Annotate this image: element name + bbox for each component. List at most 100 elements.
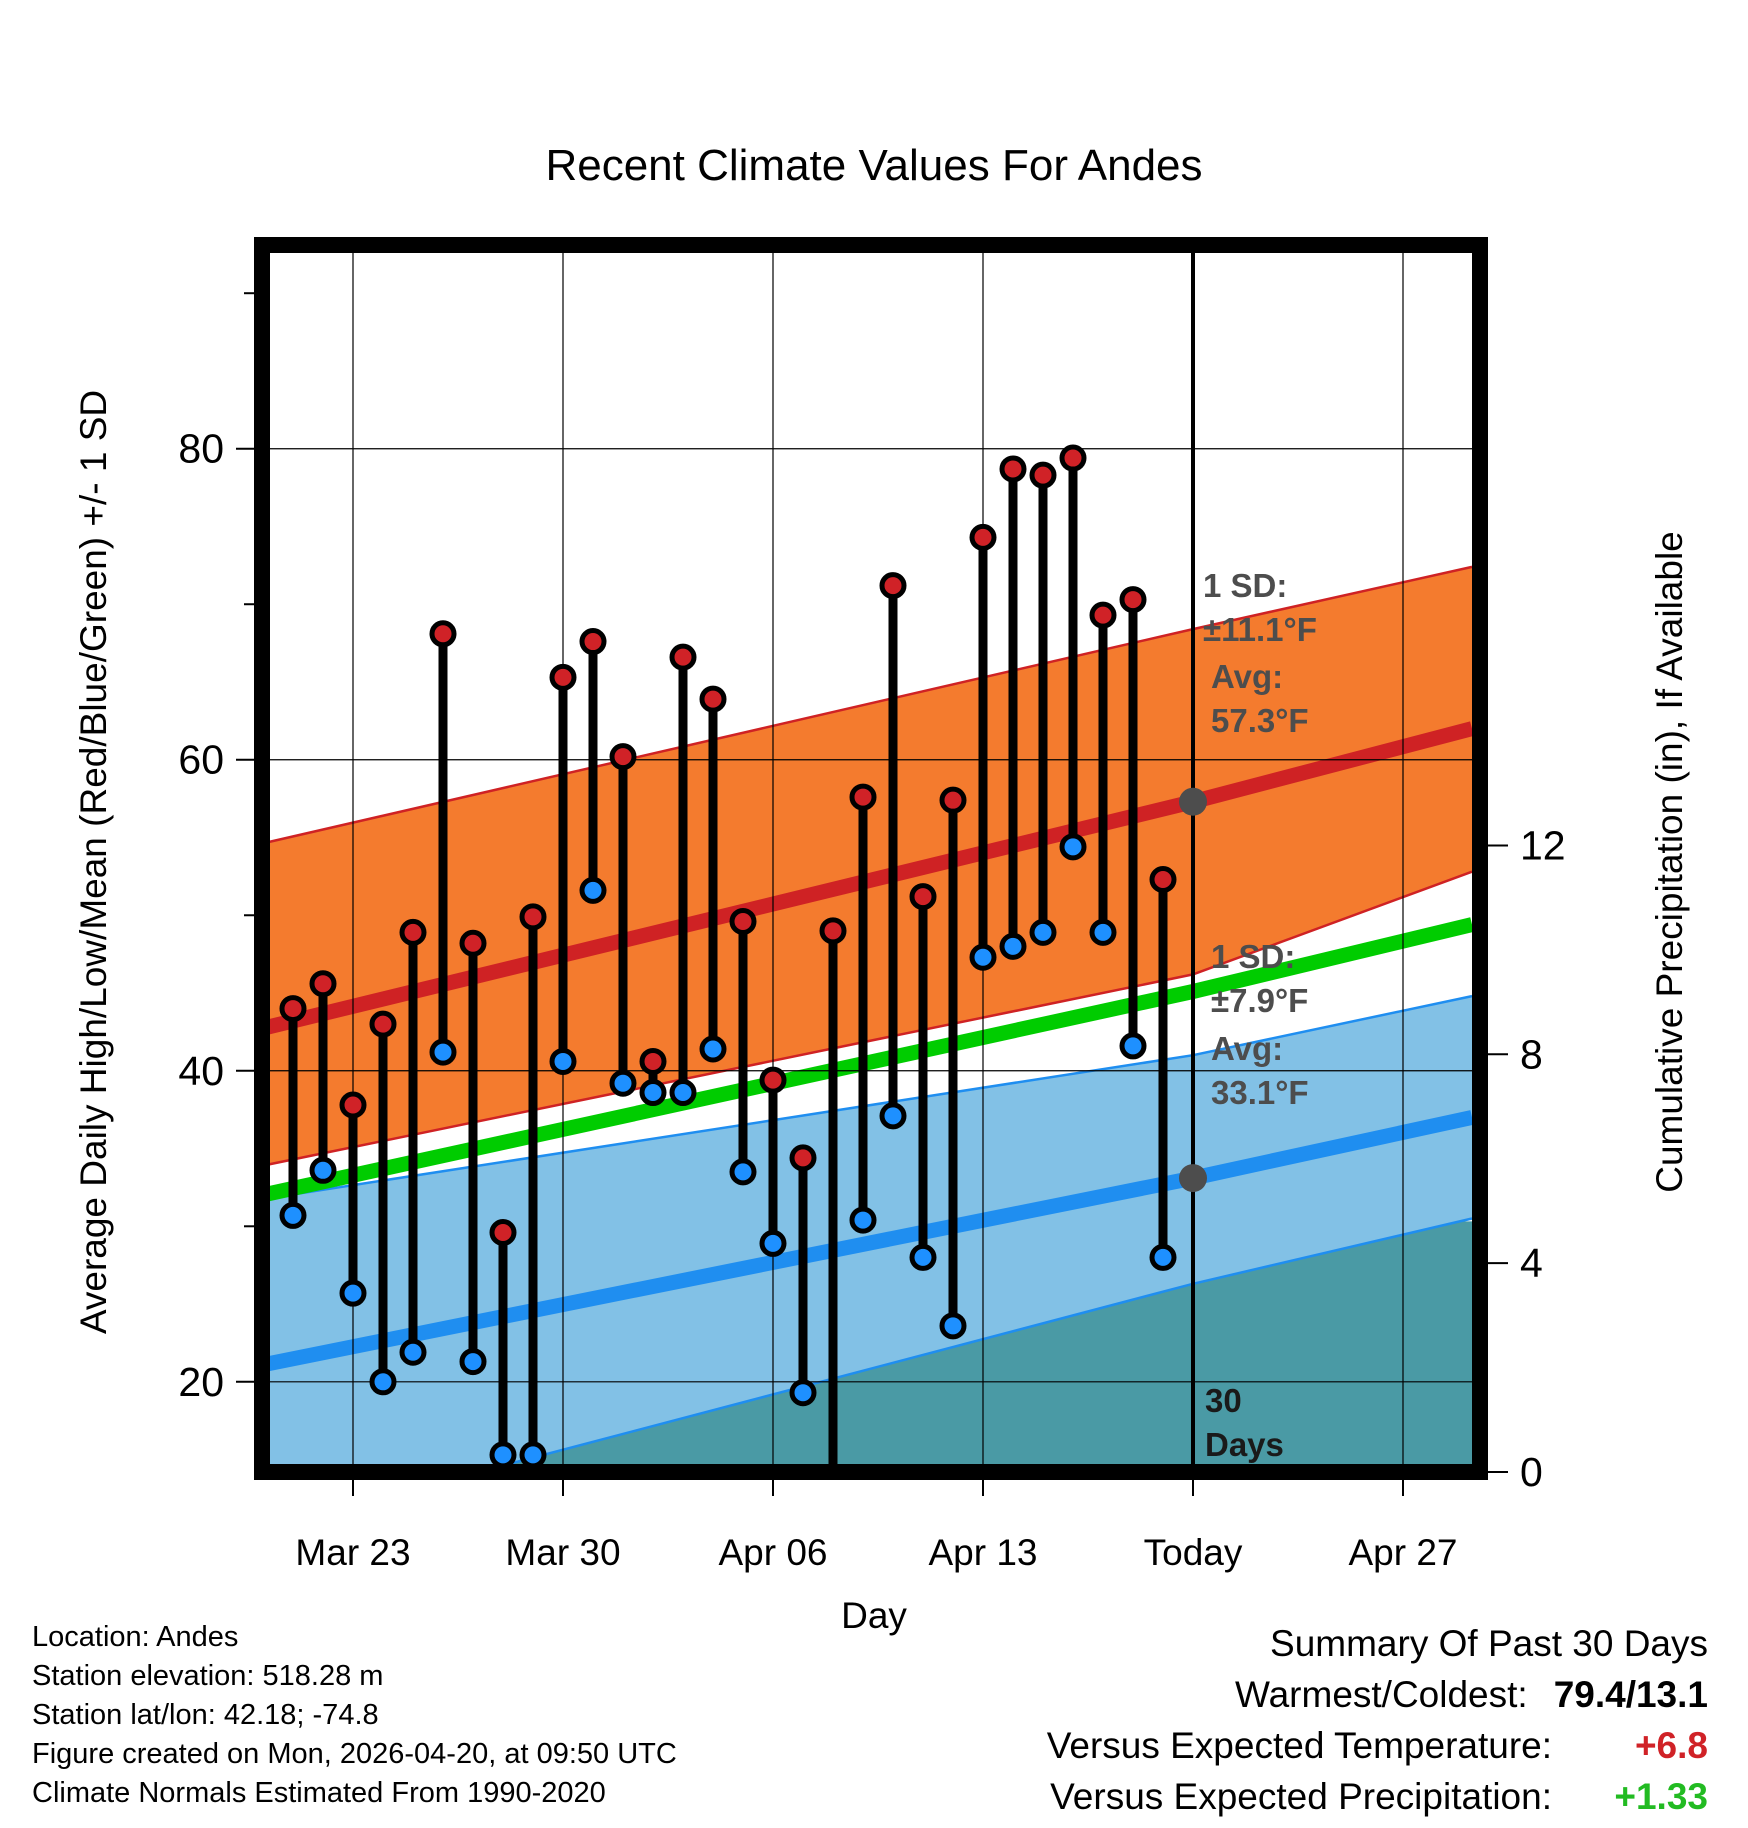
daily-high-point [969,523,997,551]
daily-high-point [609,743,637,771]
daily-low-point [309,1156,337,1184]
daily-high-point [789,1144,817,1172]
daily-high-point [519,903,547,931]
daily-low-point [999,932,1027,960]
low-sd-annotation-line-2: ±7.9°F [1211,982,1308,1019]
summary-precip-row: Versus Expected Precipitation: +1.33 [1047,1771,1708,1822]
daily-high-point [579,628,607,656]
daily-high-point [999,455,1027,483]
daily-low-point [339,1279,367,1307]
daily-high-point [1149,865,1177,893]
daily-low-point [669,1079,697,1107]
plot-content: 1 SD: ±11.1°F Avg: 57.3°F 1 SD: ±7.9°F Avg: 33.… [262,245,1480,1500]
daily-low-point [1089,918,1117,946]
daily-low-point [759,1229,787,1257]
summary-temp-row: Versus Expected Temperature: +6.8 [1047,1720,1708,1771]
daily-low-point [822,1478,844,1500]
x-axis-label: Day [841,1595,907,1636]
daily-high-point [879,572,907,600]
warmest-label: Warmest/Coldest: [1235,1674,1528,1715]
low-avg-annotation-line-2: 33.1°F [1211,1074,1309,1111]
station-info: Location: Andes Station elevation: 518.2… [32,1618,677,1813]
temp-value: +6.8 [1634,1725,1708,1766]
precip-value: +1.33 [1614,1776,1708,1817]
daily-high-point [459,929,487,957]
temp-label: Versus Expected Temperature: [1046,1725,1552,1766]
daily-low-point [879,1102,907,1130]
daily-low-point [909,1243,937,1271]
daily-high-point [819,917,847,945]
low-sd-annotation-line-1: 1 SD: [1211,938,1295,975]
y2-tick-label: 8 [1520,1031,1543,1077]
daily-low-point [1119,1032,1147,1060]
summary-panel: Summary Of Past 30 Days Warmest/Coldest:… [1047,1618,1708,1822]
normals-text: Climate Normals Estimated From 1990-2020 [32,1777,606,1809]
y2-tick-label: 4 [1520,1240,1543,1286]
daily-low-point [1029,918,1057,946]
high-avg-annotation-line-2: 57.3°F [1211,702,1309,739]
daily-low-point [549,1047,577,1075]
x-tick-label: Mar 23 [295,1532,410,1573]
daily-high-point [909,883,937,911]
daily-low-point [729,1158,757,1186]
daily-high-point [399,918,427,946]
y-axis-label: Average Daily High/Low/Mean (Red/Blue/Gr… [73,390,114,1334]
y2-axis-label: Cumulative Precipitation (in), If Availa… [1649,531,1690,1193]
daily-high-point [339,1091,367,1119]
daily-high-point [699,685,727,713]
high-sd-annotation-line-2: ±11.1°F [1203,611,1317,648]
daily-low-point [489,1441,517,1469]
y2-tick-label: 0 [1520,1449,1543,1495]
daily-high-point [429,620,457,648]
location-text: Location: Andes [32,1621,239,1653]
daily-low-point [789,1379,817,1407]
today-high-avg-marker [1179,787,1207,816]
daily-high-point [759,1066,787,1094]
daily-low-point [939,1312,967,1340]
x-tick-label: Apr 27 [1348,1532,1457,1573]
summary-warmest-row: Warmest/Coldest: 79.4/13.1 [1047,1669,1708,1720]
daily-high-point [279,995,307,1023]
y-tick-label: 80 [178,426,224,472]
x-tick-label: Today [1144,1532,1243,1573]
y2-tick-label: 12 [1520,822,1566,868]
high-avg-annotation-line-1: Avg: [1211,658,1283,695]
daily-high-point [669,643,697,671]
daily-low-point [699,1035,727,1063]
daily-low-point [609,1069,637,1097]
daily-low-point [429,1038,457,1066]
summary-heading: Summary Of Past 30 Days [1270,1623,1708,1664]
daily-high-point [729,907,757,935]
y-tick-label: 20 [178,1359,224,1405]
today-low-avg-marker [1179,1164,1207,1193]
daily-low-point [849,1206,877,1234]
daily-low-point [519,1441,547,1469]
daily-high-point [1059,444,1087,472]
daily-low-point [1059,833,1087,861]
daily-high-point [489,1219,517,1247]
precip-label: Versus Expected Precipitation: [1050,1776,1552,1817]
daily-high-point [549,663,577,691]
low-sd-band [262,996,1472,1472]
daily-high-point [849,783,877,811]
daily-low-point [579,876,607,904]
x-tick-label: Apr 13 [928,1532,1037,1573]
y-tick-label: 40 [178,1048,224,1094]
chart-title: Recent Climate Values For Andes [545,141,1202,190]
daily-high-point [939,786,967,814]
low-avg-annotation-line-1: Avg: [1211,1030,1283,1067]
daily-low-point [369,1368,397,1396]
daily-high-point [1119,586,1147,614]
daily-low-point [639,1079,667,1107]
daily-high-point [309,970,337,998]
x-tick-label: Apr 06 [718,1532,827,1573]
plot-area: 1 SD: ±11.1°F Avg: 57.3°F 1 SD: ±7.9°F Avg: 33.… [178,237,1566,1573]
created-text: Figure created on Mon, 2026-04-20, at 09… [32,1738,677,1770]
window-annotation-line-1: 30 [1205,1382,1242,1419]
high-sd-annotation-line-1: 1 SD: [1203,567,1287,604]
daily-low-point [1149,1243,1177,1271]
window-annotation-line-2: Days [1205,1426,1284,1463]
plot-frame [254,237,1488,1480]
daily-low-point [399,1338,427,1366]
